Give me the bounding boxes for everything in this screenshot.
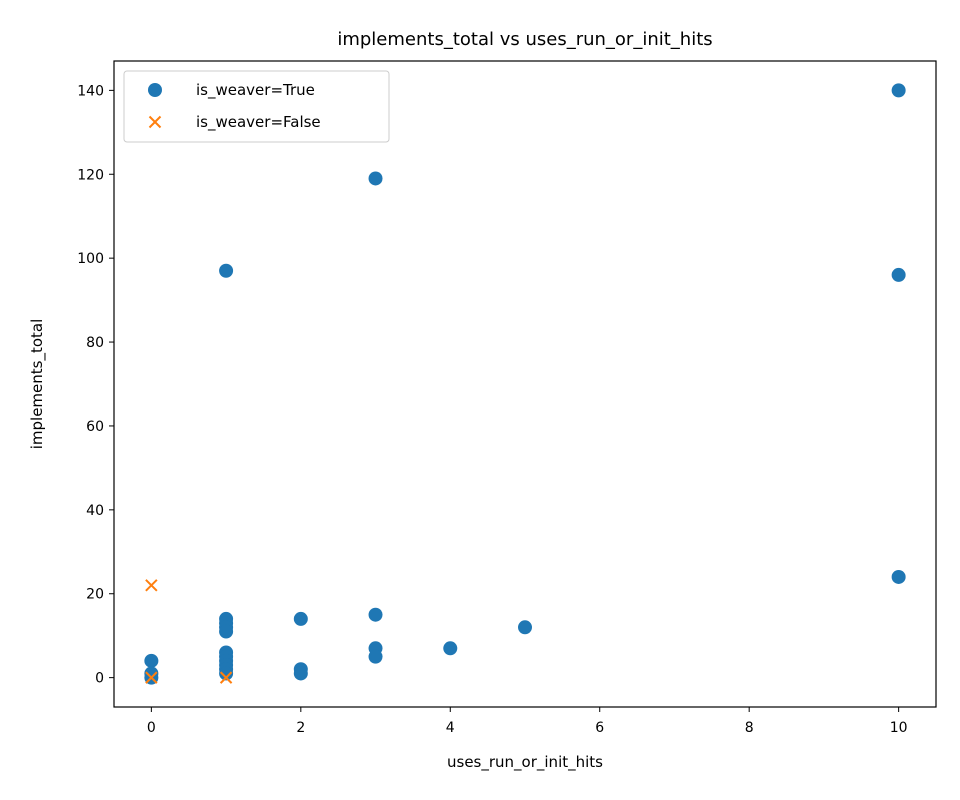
data-point-weaver-false <box>145 671 158 684</box>
x-stroke <box>219 671 233 684</box>
x-tick-label: 8 <box>745 720 754 736</box>
legend-marker <box>148 115 162 129</box>
legend-marker <box>148 83 162 97</box>
data-point-weaver-true <box>293 666 308 681</box>
legend-label: is_weaver=False <box>196 113 321 132</box>
data-point-weaver-true <box>219 666 234 681</box>
x-stroke <box>145 579 158 592</box>
chart-title: implements_total vs uses_run_or_init_hit… <box>337 29 712 50</box>
y-axis-label: implements_total <box>28 319 47 450</box>
x-axis-label: uses_run_or_init_hits <box>447 753 603 772</box>
data-point-weaver-false <box>219 671 233 684</box>
y-tick-label: 40 <box>86 503 104 519</box>
data-point-weaver-false <box>145 579 158 592</box>
y-tick-label: 20 <box>86 587 104 603</box>
data-point-weaver-true <box>891 569 906 584</box>
data-point-weaver-true <box>219 263 234 278</box>
x-tick-label: 6 <box>595 720 604 736</box>
data-point-weaver-true <box>368 607 383 622</box>
x-stroke <box>145 671 158 684</box>
y-tick-label: 80 <box>86 335 104 351</box>
data-points <box>144 83 906 685</box>
y-tick-label: 0 <box>95 671 104 687</box>
data-point-weaver-true <box>293 611 308 626</box>
y-tick-label: 140 <box>77 83 104 99</box>
data-point-weaver-true <box>219 624 234 639</box>
legend-box <box>123 70 390 143</box>
series-weaver-false <box>145 579 233 684</box>
data-point-weaver-true <box>891 83 906 98</box>
plot-area <box>113 60 937 708</box>
series-weaver-true <box>144 83 906 685</box>
y-tick-label: 100 <box>77 251 104 267</box>
data-point-weaver-true <box>368 171 383 186</box>
x-tick-label: 2 <box>296 720 305 736</box>
data-point-weaver-true <box>891 267 906 282</box>
legend-label: is_weaver=True <box>196 81 315 100</box>
x-tick-label: 0 <box>147 720 156 736</box>
y-tick-label: 120 <box>77 167 104 183</box>
data-point-weaver-true <box>443 641 458 656</box>
x-axis: 0 2 4 6 8 10 <box>147 707 908 736</box>
x-tick-label: 10 <box>890 720 908 736</box>
x-stroke <box>148 115 162 129</box>
y-axis: 0 20 40 60 80 100 120 140 <box>77 83 114 687</box>
data-point-weaver-true <box>144 653 159 668</box>
x-tick-label: 4 <box>446 720 455 736</box>
data-point-weaver-true <box>368 649 383 664</box>
data-point-weaver-true <box>518 620 532 635</box>
legend: is_weaver=True is_weaver=False <box>123 70 390 143</box>
y-tick-label: 60 <box>86 419 104 435</box>
